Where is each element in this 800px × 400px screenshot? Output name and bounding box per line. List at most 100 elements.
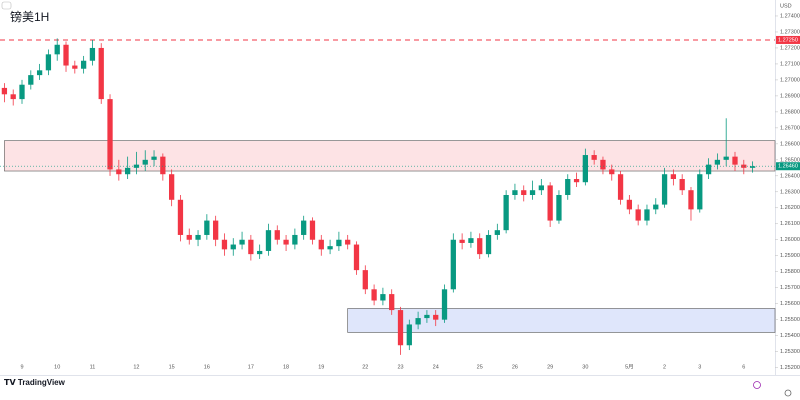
zone — [4, 140, 776, 172]
y-tick-label: 1.25500 — [780, 317, 800, 323]
candle-body — [538, 185, 544, 191]
y-tick-label: 1.25400 — [780, 333, 800, 339]
candle-body — [644, 209, 650, 221]
x-tick-label: 19 — [318, 364, 324, 370]
candle-body — [521, 190, 527, 195]
last-price-bg — [776, 162, 800, 171]
y-tick-label: 1.25600 — [780, 301, 800, 307]
candle-body — [617, 174, 624, 200]
y-tick-label: 1.26300 — [780, 189, 800, 195]
y-tick-label: 1.27100 — [780, 61, 800, 67]
x-tick-label: 26 — [512, 364, 518, 370]
candle-body — [529, 190, 536, 195]
x-tick-label: 22 — [362, 364, 368, 370]
y-tick-label: 1.25800 — [780, 269, 800, 275]
last-price-label: 1.26460 — [778, 164, 798, 170]
candle-body — [433, 314, 439, 320]
x-tick-label: 2 — [663, 364, 666, 370]
y-tick-label: 1.27400 — [780, 13, 800, 19]
candle-body — [19, 84, 25, 100]
candle-body — [177, 199, 184, 235]
event-icon[interactable] — [753, 381, 761, 389]
candle-body — [556, 195, 562, 221]
candle-body — [714, 159, 721, 165]
candle-body — [230, 244, 236, 250]
y-tick-label: 1.26500 — [780, 157, 800, 163]
y-tick-label: 1.26200 — [780, 205, 800, 211]
candle-body — [477, 238, 483, 255]
candle-body — [688, 190, 694, 210]
candle-body — [512, 190, 518, 195]
candle-body — [591, 155, 597, 160]
candle-body — [160, 156, 166, 175]
candle-body — [72, 65, 78, 69]
candle-body — [723, 156, 729, 160]
candle-body — [441, 289, 448, 320]
candle-body — [204, 220, 210, 235]
candle-body — [80, 60, 87, 69]
candle-body — [45, 54, 52, 71]
candle-body — [397, 310, 404, 346]
candle-body — [661, 174, 668, 205]
candle-body — [116, 169, 122, 175]
candle-body — [133, 164, 140, 168]
branding: 𝗧𝗩 TradingView — [4, 378, 66, 387]
candle-body — [36, 70, 43, 76]
x-tick-label: 5月 — [625, 363, 634, 370]
candle-body — [626, 199, 633, 210]
x-tick-label: 11 — [90, 364, 96, 370]
candle-body — [547, 185, 553, 221]
candle-body — [98, 47, 104, 100]
candle-body — [741, 164, 747, 168]
candle-body — [415, 318, 421, 325]
candle-body — [565, 179, 571, 195]
candle-body — [485, 234, 492, 255]
x-tick-label: 25 — [477, 364, 483, 370]
candle-body — [221, 239, 228, 250]
candle-body — [186, 234, 192, 240]
candle-body — [54, 44, 60, 55]
x-tick-label: 6 — [742, 364, 745, 370]
y-tick-label: 1.25700 — [780, 285, 800, 291]
candle-body — [389, 294, 395, 311]
candle-body — [371, 289, 377, 301]
currency-label: USD — [780, 3, 792, 9]
y-tick-label: 1.26700 — [780, 125, 800, 131]
candle-body — [573, 179, 580, 183]
candle-body — [248, 239, 254, 255]
candle-body — [10, 94, 16, 100]
candle-body — [169, 174, 175, 200]
menu-button[interactable] — [1, 1, 12, 10]
x-tick-label: 10 — [54, 364, 60, 370]
candle-body — [459, 239, 465, 243]
candle-body — [124, 167, 131, 175]
candle-body — [732, 156, 738, 165]
candle-body — [213, 220, 219, 240]
x-tick-label: 3 — [698, 364, 701, 370]
x-tick-label: 9 — [20, 364, 23, 370]
candle-body — [151, 156, 157, 160]
candle-body — [670, 174, 677, 180]
candle-body — [274, 230, 280, 240]
candle-body — [697, 174, 703, 210]
x-tick-label: 16 — [204, 364, 210, 370]
x-tick-label: 15 — [169, 364, 175, 370]
candle-body — [503, 195, 509, 231]
candle-body — [1, 87, 8, 95]
y-tick-label: 1.27000 — [780, 77, 800, 83]
settings-icon[interactable] — [784, 389, 792, 397]
candle-body — [468, 238, 474, 243]
candle-body — [142, 159, 148, 165]
candle-body — [239, 239, 245, 245]
y-tick-label: 1.26000 — [780, 237, 800, 243]
candle-body — [353, 244, 360, 271]
x-tick-label: 23 — [397, 364, 403, 370]
hline-label-bg — [776, 35, 800, 44]
candle-body — [582, 155, 588, 183]
candle-body — [424, 314, 430, 319]
y-tick-label: 1.27200 — [780, 45, 800, 51]
candle-body — [406, 324, 412, 346]
plot — [0, 38, 775, 355]
x-tick-label: 30 — [582, 364, 588, 370]
